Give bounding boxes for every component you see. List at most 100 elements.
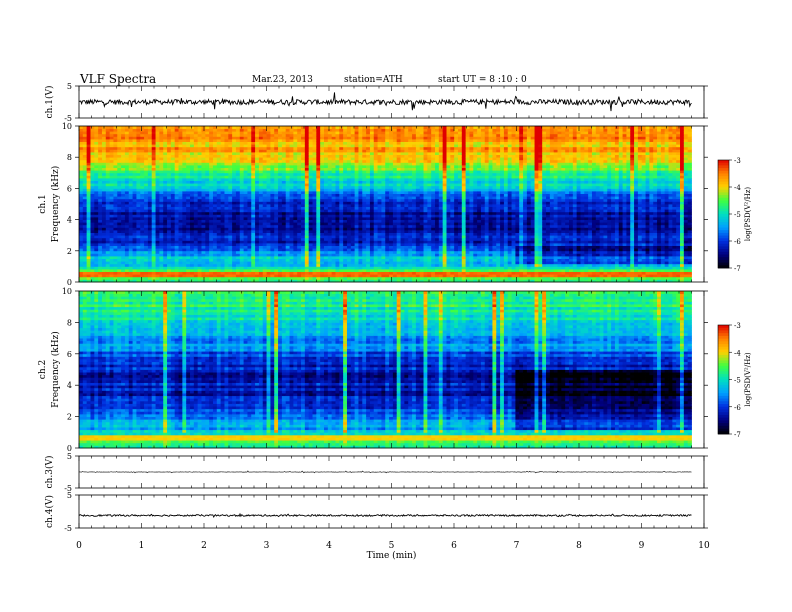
spectrogram-cell (124, 126, 130, 129)
spectrogram-cell (94, 227, 99, 231)
spectrogram-cell (327, 222, 333, 226)
spectrogram-cell (354, 279, 359, 283)
spectrogram-cell (262, 178, 267, 181)
spectrogram-cell (274, 141, 279, 145)
spectrogram-cell (377, 274, 382, 278)
spectrogram-cell (369, 136, 375, 140)
spectrogram-cell (90, 157, 95, 161)
spectrogram-cell (232, 198, 237, 202)
spectrogram-cell (366, 269, 371, 272)
spectrogram-cell (201, 243, 206, 246)
spectrogram-cell (98, 188, 103, 192)
spectrogram-cell (270, 263, 275, 267)
spectrogram-cell (113, 263, 118, 267)
spectrogram-cell (113, 258, 118, 262)
spectrogram-cell (216, 180, 222, 184)
spectrogram-cell (327, 180, 333, 184)
spectrogram-cell (262, 245, 267, 249)
spectrogram-cell (289, 235, 294, 239)
spectrogram-cell (167, 193, 172, 197)
spectrogram-cell (101, 261, 107, 265)
spectrogram-cell (339, 230, 344, 233)
spectrogram-cell (377, 276, 382, 280)
spectrogram-cell (212, 167, 218, 171)
spectrogram-cell (79, 248, 84, 252)
spectrogram-cell (109, 139, 114, 142)
spectrogram-cell (366, 191, 371, 194)
spectrogram-cell (251, 175, 256, 179)
spectrogram-cell (182, 178, 187, 181)
spectrogram-cell (297, 201, 302, 205)
spectrogram-cell (304, 126, 310, 129)
spectrogram-cell (193, 152, 199, 155)
spectrogram-cell (193, 165, 199, 168)
spectrogram-cell (101, 206, 107, 210)
spectrogram-cell (190, 146, 195, 150)
spectrogram-cell (358, 209, 363, 213)
spectrogram-cell (324, 178, 329, 181)
spectrogram-cell (373, 178, 378, 181)
spectrogram-cell (136, 227, 141, 231)
spectrogram-cell (182, 245, 187, 249)
spectrogram-cell (101, 159, 107, 163)
spectrogram-cell (174, 165, 179, 168)
spectrogram-cell (327, 162, 333, 166)
spectrogram-cell (144, 243, 149, 246)
spectrogram-cell (101, 191, 107, 194)
spectrogram-cell (201, 276, 206, 280)
spectrogram-cell (293, 232, 298, 236)
spectrogram-cell (105, 235, 111, 239)
spectrogram-cell (151, 144, 156, 148)
spectrogram-cell (147, 185, 153, 189)
spectrogram-cell (132, 146, 137, 150)
spectrogram-cell (197, 227, 202, 231)
spectrogram-cell (251, 170, 256, 174)
spectrogram-cell (358, 180, 363, 184)
spectrogram-cell (320, 209, 325, 213)
spectrogram-cell (228, 149, 233, 153)
spectrogram-cell (86, 250, 91, 254)
spectrogram-cell (170, 188, 176, 192)
spectrogram-cell (216, 159, 222, 163)
spectrogram-cell (178, 167, 183, 171)
spectrogram-cell (289, 222, 294, 226)
spectrogram-cell (346, 279, 352, 283)
spectrogram-cell (132, 141, 137, 145)
spectrogram-cell (155, 279, 160, 283)
spectrogram-cell (147, 170, 153, 174)
spectrogram-cell (224, 279, 229, 283)
spectrogram-cell (350, 261, 356, 265)
spectrogram-cell (274, 250, 279, 254)
spectrogram-cell (327, 217, 333, 220)
spectrogram-cell (232, 128, 237, 132)
spectrogram-cell (79, 224, 84, 228)
spectrogram-cell (182, 253, 187, 257)
spectrogram-cell (178, 240, 183, 244)
spectrogram-cell (251, 133, 256, 137)
spectrogram-cell (113, 172, 118, 176)
spectrogram-cell (82, 237, 88, 241)
spectrogram-cell (101, 170, 107, 174)
spectrogram-cell (121, 235, 126, 239)
spectrogram-cell (151, 214, 156, 218)
spectrogram-cell (262, 126, 267, 129)
spectrogram-cell (205, 178, 210, 181)
spectrogram-cell (193, 258, 199, 262)
spectrogram-cell (94, 219, 99, 223)
spectrogram-cell (79, 144, 84, 148)
spectrogram-cell (293, 211, 298, 215)
spectrogram-cell (320, 243, 325, 246)
spectrogram-cell (235, 141, 241, 145)
spectrogram-cell (113, 222, 118, 226)
spectrogram-cell (144, 245, 149, 249)
spectrogram-cell (389, 279, 394, 283)
spectrogram-cell (136, 219, 141, 223)
spectrogram-cell (255, 266, 260, 270)
spectrogram-cell (167, 266, 172, 270)
spectrogram-cell (186, 193, 191, 197)
spectrogram-cell (392, 258, 398, 262)
spectrogram-cell (243, 167, 248, 171)
spectrogram-cell (354, 214, 359, 218)
spectrogram-cell (193, 185, 199, 189)
spectrogram-cell (247, 139, 252, 142)
